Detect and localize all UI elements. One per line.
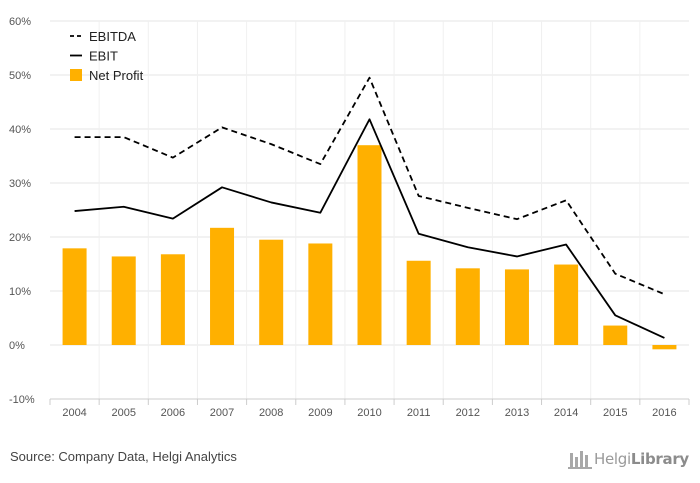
- y-tick-label: 40%: [9, 124, 31, 136]
- net-profit-bar: [554, 264, 579, 345]
- source-note: Source: Company Data, Helgi Analytics: [10, 449, 237, 464]
- net-profit-bar: [308, 243, 333, 345]
- legend-label-ebitda: EBITDA: [89, 29, 136, 44]
- net-profit-bar: [455, 268, 480, 345]
- x-tick-label: 2005: [111, 407, 135, 419]
- logo-text: HelgiLibrary: [594, 450, 689, 468]
- y-tick-label: 60%: [9, 16, 31, 28]
- x-tick-label: 2015: [603, 407, 627, 419]
- net-profit-bar: [62, 248, 87, 345]
- chart-area: -10%0%10%20%30%40%50%60% 2004 2005 2006 200…: [9, 16, 690, 419]
- y-tick-label: -10%: [9, 394, 35, 406]
- net-profit-bar: [357, 145, 382, 345]
- x-tick-label: 2008: [259, 407, 283, 419]
- legend-marker-net-profit: [70, 69, 82, 81]
- y-tick-label: 20%: [9, 232, 31, 244]
- x-tick-label: 2009: [308, 407, 332, 419]
- y-axis: -10% 0% 10% 20% 30% 40% 50% 60%: [9, 16, 35, 406]
- ebitda-line: [74, 76, 665, 296]
- net-profit-bar: [652, 345, 677, 350]
- x-tick-label: 2004: [62, 407, 86, 419]
- x-axis: 2004 2005 2006 2007 2008 2009 2010 2011 2012 2013…: [49, 398, 690, 419]
- net-profit-bars: [62, 145, 677, 350]
- net-profit-bar: [406, 260, 431, 345]
- net-profit-bar: [160, 254, 185, 345]
- x-tick-label: 2016: [652, 407, 676, 419]
- ebit-line: [74, 118, 665, 339]
- legend: EBITDA EBIT Net Profit: [70, 29, 144, 83]
- x-tick-label: 2011: [407, 407, 431, 419]
- x-tick-label: 2014: [554, 407, 578, 419]
- x-tick-label: 2006: [161, 407, 185, 419]
- x-tick-label: 2013: [505, 407, 529, 419]
- logo-word-helgi: Helgi: [594, 450, 631, 468]
- y-tick-label: 10%: [9, 286, 31, 298]
- legend-label-ebit: EBIT: [89, 49, 118, 64]
- x-tick-label: 2007: [210, 407, 234, 419]
- net-profit-bar: [259, 239, 284, 345]
- y-tick-label: 0%: [9, 340, 25, 352]
- y-tick-label: 50%: [9, 70, 31, 82]
- y-tick-label: 30%: [9, 178, 31, 190]
- net-profit-bar: [111, 256, 136, 345]
- net-profit-bar: [210, 227, 235, 345]
- series-lines: [74, 76, 665, 339]
- x-tick-label: 2010: [357, 407, 381, 419]
- net-profit-bar: [603, 325, 628, 345]
- legend-label-net-profit: Net Profit: [89, 68, 144, 83]
- net-profit-bar: [504, 269, 529, 345]
- library-icon: [568, 451, 592, 469]
- logo-word-library: Library: [630, 450, 689, 468]
- helgi-library-logo: HelgiLibrary: [568, 448, 689, 470]
- x-tick-label: 2012: [456, 407, 480, 419]
